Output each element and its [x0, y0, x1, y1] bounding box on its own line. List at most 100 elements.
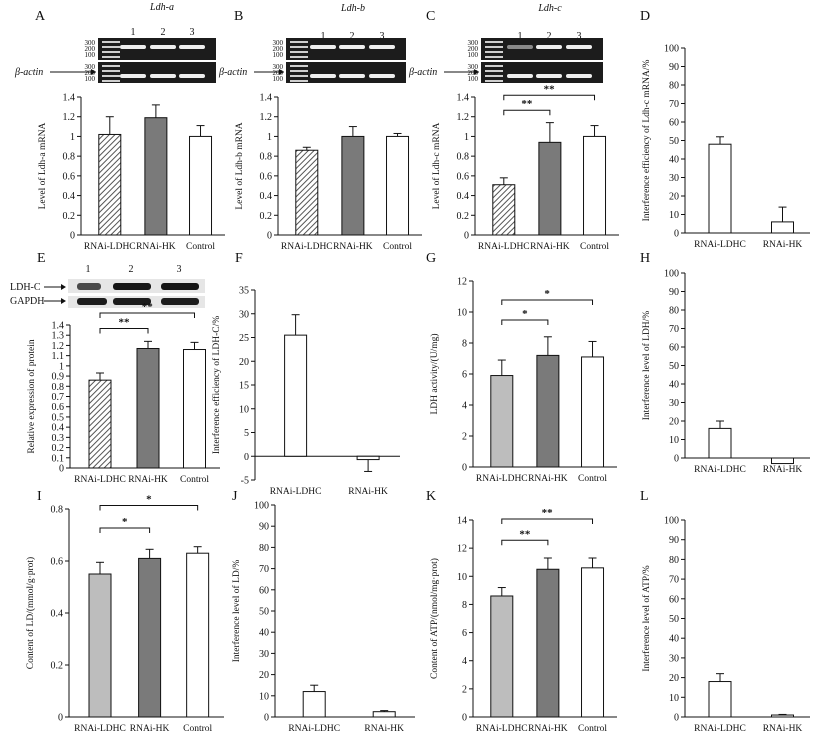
ladder-band — [102, 65, 120, 67]
y-tick-label: 70 — [669, 99, 679, 110]
ladder-band — [102, 51, 120, 53]
bar-rnai-ldhc — [490, 375, 514, 468]
ladder-size: 100 — [468, 51, 479, 59]
y-tick-label: 0.2 — [457, 211, 470, 222]
x-tick-label: RNAi-HK — [364, 724, 404, 734]
y-tick-label: -5 — [241, 476, 249, 487]
y-tick-label: 25 — [239, 333, 249, 344]
bar-rnai-hk — [536, 354, 560, 468]
y-tick-label: 10 — [457, 572, 467, 583]
beta-actin-label: β-actin — [408, 67, 437, 78]
y-tick-label: 1.4 — [52, 321, 65, 332]
y-tick-label: 1.2 — [63, 112, 76, 123]
bar-control — [583, 135, 607, 236]
ladder-size: 300 — [85, 39, 96, 47]
y-axis-label: Relative expression of protein — [26, 339, 37, 453]
panel-letter: J — [232, 489, 238, 504]
lane-number: 1 — [321, 31, 326, 42]
significance-marker: * — [522, 308, 528, 320]
lane-number: 1 — [518, 31, 523, 42]
bar-control — [183, 349, 206, 469]
charts: A 0 0.2 0.4 0.6 0.8 1 1.2 1.4 Level of Ldh-a mRNA… — [25, 9, 810, 734]
y-tick-label: 60 — [669, 594, 679, 605]
x-tick-label: RNAi-HK — [348, 487, 388, 497]
y-tick-label: 6 — [462, 628, 467, 639]
y-tick-label: 6 — [462, 370, 467, 381]
panel-letter: L — [640, 489, 649, 504]
x-tick-label: RNAi-LDHC — [694, 724, 746, 734]
x-tick-label: RNAi-LDHC — [694, 465, 746, 475]
lane-number: 2 — [161, 27, 166, 38]
significance-bracket — [501, 319, 549, 326]
y-tick-label: 4 — [462, 401, 467, 412]
y-tick-label: 10 — [457, 308, 467, 319]
y-tick-label: 90 — [669, 62, 679, 73]
y-axis-label: Interference level of ATP/% — [641, 565, 652, 671]
y-tick-label: 0 — [267, 231, 272, 242]
y-axis-label: Interference efficiency of LDH-C/% — [211, 316, 222, 454]
bar-rnai-ldhc — [708, 427, 732, 459]
ladder-size: 200 — [273, 69, 284, 77]
y-tick-label: 35 — [239, 286, 249, 297]
significance-bracket — [99, 505, 199, 511]
significance-bracket — [503, 109, 551, 116]
lane-number: 2 — [547, 31, 552, 42]
ladder-band — [102, 56, 120, 58]
y-tick-label: 0 — [674, 454, 679, 465]
actin-band — [120, 74, 146, 78]
bar-rnai-hk — [356, 455, 380, 461]
significance-marker: ** — [521, 98, 533, 110]
actin-band — [339, 74, 365, 78]
y-tick-label: 0.2 — [51, 661, 64, 672]
chart-panel-a: A 0 0.2 0.4 0.6 0.8 1 1.2 1.4 Level of Ldh-a mRNA… — [35, 9, 225, 252]
significance-marker: ** — [542, 507, 554, 519]
y-tick-label: 15 — [239, 381, 249, 392]
ladder-band — [102, 41, 120, 43]
x-tick-label: RNAi-LDHC — [74, 724, 126, 734]
x-tick-label: RNAi-LDHC — [476, 724, 528, 734]
bar-control — [581, 567, 605, 718]
y-tick-label: 60 — [669, 118, 679, 129]
protein-band — [77, 283, 101, 290]
gapdh-band — [161, 298, 199, 305]
lane-number: 3 — [577, 31, 582, 42]
bar-rnai-hk — [771, 457, 794, 465]
y-tick-label: 1 — [464, 132, 469, 143]
bar-control — [189, 135, 213, 236]
y-axis-label: Content of LD/(mmol/g·prot) — [25, 557, 36, 669]
x-tick-label: RNAi-LDHC — [288, 724, 340, 734]
ladder-size: 200 — [468, 45, 479, 53]
ladder-band — [290, 51, 308, 53]
y-tick-label: 0 — [462, 463, 467, 474]
significance-marker: * — [146, 494, 152, 506]
y-tick-label: 1.4 — [457, 93, 470, 104]
y-tick-label: 100 — [664, 44, 679, 55]
x-tick-label: Control — [186, 242, 215, 252]
chart-panel-e: E00.10.20.30.40.50.60.70.80.911.11.21.31… — [26, 251, 220, 485]
ladder-size: 200 — [85, 69, 96, 77]
ladder-band — [290, 56, 308, 58]
ladder-size: 200 — [273, 45, 284, 53]
actin-band — [150, 74, 176, 78]
y-tick-label: 50 — [669, 361, 679, 372]
y-tick-label: 1 — [70, 132, 75, 143]
ladder-band — [102, 75, 120, 77]
bar-rnai-hk — [538, 141, 562, 236]
x-tick-label: RNAi-HK — [528, 474, 568, 484]
ladder-size: 100 — [273, 75, 284, 83]
y-tick-label: 0 — [464, 231, 469, 242]
y-tick-label: 0.6 — [260, 171, 273, 182]
panel-letter: A — [35, 9, 46, 24]
x-tick-label: Control — [578, 474, 607, 484]
y-tick-label: 0.8 — [260, 152, 273, 163]
x-tick-label: RNAi-LDHC — [74, 475, 126, 485]
gapdh-band — [77, 298, 107, 305]
y-tick-label: 1 — [59, 361, 64, 372]
ladder-band — [485, 65, 503, 67]
y-tick-label: 4 — [462, 656, 467, 667]
y-tick-label: 2 — [462, 432, 467, 443]
y-tick-label: 8 — [462, 600, 467, 611]
panel-letter: E — [37, 251, 46, 266]
